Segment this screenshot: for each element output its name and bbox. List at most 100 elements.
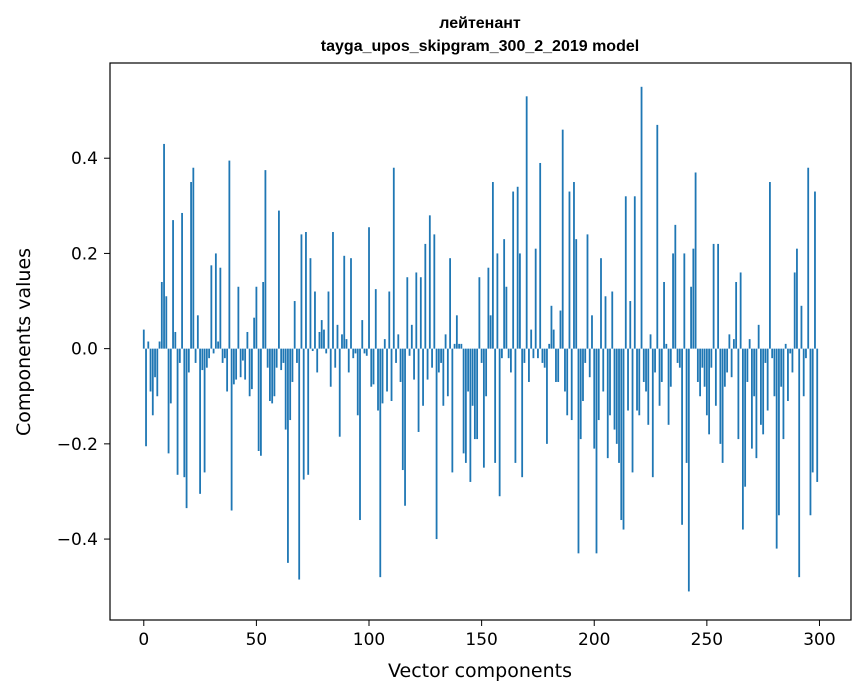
x-tick-label: 50 (246, 630, 268, 650)
bar-254 (714, 348, 717, 406)
bar-114 (399, 348, 402, 382)
bar-18 (183, 348, 186, 478)
bar-219 (636, 348, 638, 411)
bar-79 (320, 320, 323, 349)
bar-173 (532, 348, 535, 359)
bar-148 (476, 348, 479, 440)
x-tick-label: 0 (138, 630, 149, 650)
bars-group (142, 86, 819, 592)
bar-293 (802, 348, 805, 397)
x-tick-label: 150 (465, 630, 497, 650)
bar-265 (739, 272, 742, 349)
bar-77 (316, 348, 319, 373)
bar-146 (471, 348, 474, 406)
bar-193 (577, 348, 580, 554)
bar-64 (287, 348, 289, 563)
bar-149 (478, 277, 481, 349)
bar-90 (345, 339, 348, 349)
bar-63 (284, 348, 287, 430)
bar-128 (431, 348, 433, 368)
bar-203 (600, 258, 602, 349)
bar-106 (381, 348, 384, 404)
bar-88 (341, 334, 343, 349)
bar-228 (656, 124, 659, 349)
bar-105 (379, 348, 382, 578)
bar-239 (681, 348, 683, 525)
bar-290 (796, 248, 798, 349)
bar-299 (816, 348, 819, 482)
bar-237 (676, 348, 679, 363)
bar-214 (624, 196, 627, 349)
bar-226 (651, 348, 654, 478)
bar-30 (210, 265, 213, 349)
bar-270 (750, 348, 753, 449)
bar-170 (525, 96, 528, 349)
bar-246 (696, 348, 699, 382)
x-axis-ticks: 0 50 100 150 200 250 300 (138, 620, 836, 650)
bar-3 (149, 348, 152, 392)
bar-199 (591, 315, 593, 349)
bar-220 (638, 348, 641, 416)
bar-57 (271, 348, 274, 404)
bar-35 (221, 348, 224, 363)
bar-185 (559, 310, 562, 349)
bar-164 (512, 191, 515, 349)
bar-122 (417, 348, 420, 432)
bar-123 (419, 277, 422, 349)
bar-184 (557, 348, 560, 382)
bar-127 (428, 215, 431, 349)
bar-213 (622, 348, 625, 530)
bar-234 (669, 348, 672, 387)
bar-198 (588, 348, 591, 378)
bar-28 (205, 348, 208, 368)
bar-210 (615, 348, 618, 444)
bar-13 (172, 220, 174, 349)
bar-169 (523, 348, 526, 363)
bar-282 (778, 348, 780, 516)
bar-1 (145, 348, 147, 447)
x-tick-label: 300 (803, 630, 835, 650)
bar-236 (674, 224, 677, 349)
bar-257 (721, 348, 724, 463)
bar-205 (604, 296, 607, 349)
bar-266 (741, 348, 744, 530)
bar-54 (264, 170, 267, 349)
bar-188 (566, 348, 569, 416)
bar-42 (237, 286, 240, 349)
bar-130 (435, 348, 438, 540)
bar-167 (519, 253, 521, 349)
y-axis-ticks: −0.4 −0.2 0.0 0.2 0.4 (57, 149, 110, 550)
bar-11 (167, 348, 170, 454)
bar-232 (665, 343, 668, 349)
bar-250 (705, 348, 708, 416)
bar-33 (217, 341, 220, 349)
bar-80 (323, 329, 325, 349)
bar-192 (575, 239, 578, 349)
bar-180 (548, 343, 551, 349)
bar-75 (311, 348, 314, 352)
bar-67 (293, 301, 296, 349)
bar-53 (262, 281, 265, 349)
bar-295 (807, 167, 810, 349)
bar-17 (181, 212, 183, 349)
bar-272 (755, 348, 758, 459)
bar-235 (672, 253, 674, 349)
bar-109 (388, 291, 391, 349)
bar-178 (543, 348, 546, 368)
bar-274 (760, 348, 762, 425)
bar-222 (642, 348, 645, 382)
bar-41 (235, 348, 238, 380)
bar-283 (780, 348, 783, 387)
bar-73 (307, 348, 310, 475)
bar-142 (462, 348, 465, 454)
bar-163 (510, 348, 512, 373)
bar-160 (503, 239, 506, 349)
plot-frame (109, 62, 852, 621)
bar-298 (814, 191, 816, 349)
bar-238 (678, 348, 681, 368)
bar-159 (500, 348, 503, 359)
bar-31 (212, 348, 215, 354)
bar-156 (494, 348, 497, 463)
bar-269 (748, 339, 751, 349)
